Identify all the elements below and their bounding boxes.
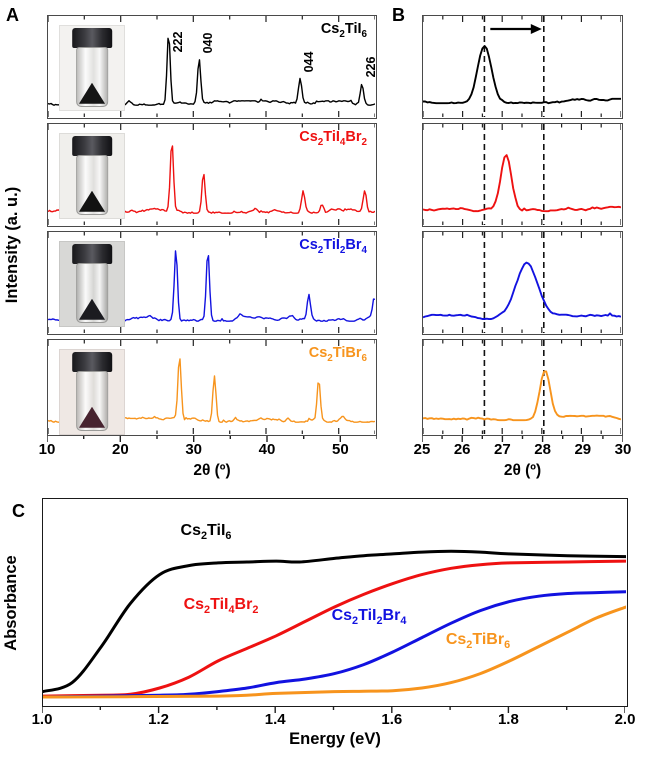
vial-powder bbox=[78, 190, 106, 212]
curve-label-cs2tibr6: Cs2TiBr6 bbox=[445, 630, 511, 652]
series-title-cs2tibr6: Cs2TiBr6 bbox=[308, 345, 367, 364]
panel-c-y-axis-title: Absorbance bbox=[2, 555, 20, 651]
peak-label-226: 226 bbox=[363, 56, 378, 78]
panel-b-tick-label: 26 bbox=[453, 441, 471, 458]
vial-body bbox=[76, 262, 108, 323]
xrd-zoom-trace-cs2tii4br2 bbox=[423, 124, 621, 225]
panel-a-label: A bbox=[6, 5, 19, 25]
absorbance-curve-cs2tii4br2 bbox=[43, 559, 626, 698]
vial-powder bbox=[78, 298, 106, 320]
vial-cap bbox=[72, 28, 112, 49]
vial-body bbox=[76, 46, 108, 107]
vial-powder bbox=[78, 406, 106, 428]
panel-c-tick-label: 1.6 bbox=[381, 711, 403, 728]
vial-powder bbox=[78, 82, 106, 104]
curve-label-cs2tii6: Cs2TiI6 bbox=[180, 521, 232, 543]
absorbance-curves bbox=[43, 549, 626, 699]
series-title-cs2tii2br4: Cs2TiI2Br4 bbox=[299, 237, 367, 256]
panel-b-label: B bbox=[392, 5, 405, 25]
vial-cap bbox=[72, 136, 112, 157]
panel-a-tick-label: 10 bbox=[38, 441, 56, 458]
vial-cap bbox=[72, 352, 112, 373]
panel-b-axis-ticks bbox=[422, 436, 623, 442]
absorbance-curve-cs2tibr6 bbox=[43, 605, 626, 699]
absorbance-curve-cs2tii6 bbox=[43, 549, 626, 694]
xrd-plot-cs2tii4br2: Cs2TiI4Br2 bbox=[47, 123, 377, 227]
panel-a-tick-label: 40 bbox=[258, 441, 276, 458]
panel-b-tick-label: 30 bbox=[614, 441, 632, 458]
xrd-zoom-plot-cs2tibr6 bbox=[422, 339, 623, 436]
panel-c-x-axis-title: Energy (eV) bbox=[289, 730, 381, 748]
xrd-zoom-plot-cs2tii2br4 bbox=[422, 231, 623, 335]
absorbance-curve-cs2tii2br4 bbox=[43, 590, 626, 699]
panel-c-tick-label: 2.0 bbox=[614, 711, 636, 728]
peak-label-040: 040 bbox=[201, 32, 216, 54]
panel-c-tick-label: 1.4 bbox=[264, 711, 286, 728]
peak-label-044: 044 bbox=[302, 51, 317, 73]
xrd-zoom-plot-cs2tii4br2 bbox=[422, 123, 623, 227]
panel-b-tick-label: 28 bbox=[534, 441, 551, 458]
xrd-plot-cs2tii2br4: Cs2TiI2Br4 bbox=[47, 231, 377, 335]
vial-body bbox=[76, 154, 108, 215]
panel-a-tick-label: 20 bbox=[111, 441, 129, 458]
xrd-plot-cs2tii6: Cs2TiI6 222 040 044 226 bbox=[47, 15, 378, 119]
series-title-cs2tii6: Cs2TiI6 bbox=[320, 21, 367, 40]
panel-b-tick-label: 29 bbox=[574, 441, 592, 458]
panel-a-tick-label: 30 bbox=[185, 441, 202, 458]
vial-photo-cs2tibr6 bbox=[59, 349, 125, 435]
xrd-zoom-plot-cs2tii6 bbox=[422, 15, 623, 119]
panel-a-x-axis-title: 2θ (º) bbox=[193, 462, 231, 479]
panel-b-tick-label: 27 bbox=[494, 441, 511, 458]
panel-a-tick-label: 50 bbox=[331, 441, 349, 458]
panel-c-tick-label: 1.8 bbox=[497, 711, 519, 728]
panel-b-tick-label: 25 bbox=[413, 441, 431, 458]
panel-c-tick-label: 1.2 bbox=[148, 711, 170, 728]
panel-c-axis-ticks bbox=[42, 707, 625, 713]
peak-shift-arrow bbox=[490, 24, 542, 34]
xrd-zoom-trace-cs2tii2br4 bbox=[423, 232, 621, 333]
panel-c-absorbance-plot: Cs2TiI6 Cs2TiI4Br2 Cs2TiI2Br4 Cs2TiBr6 bbox=[42, 498, 628, 707]
peak-label-222: 222 bbox=[170, 31, 185, 53]
vial-body bbox=[76, 370, 108, 431]
vial-photo-cs2tii4br2 bbox=[59, 133, 125, 219]
curve-label-cs2tii4br2: Cs2TiI4Br2 bbox=[183, 595, 259, 617]
panel-b-x-axis-title: 2θ (º) bbox=[503, 462, 542, 479]
vial-cap bbox=[72, 244, 112, 265]
vial-photo-cs2tii6 bbox=[59, 25, 125, 111]
panel-a-y-axis-title: Intensity (a. u.) bbox=[3, 186, 21, 304]
xrd-zoom-trace-cs2tii6 bbox=[423, 16, 621, 117]
panel-c-label: C bbox=[12, 501, 25, 521]
series-title-cs2tii4br2: Cs2TiI4Br2 bbox=[299, 129, 367, 148]
curve-label-cs2tii2br4: Cs2TiI2Br4 bbox=[331, 606, 407, 628]
xrd-zoom-trace-cs2tibr6 bbox=[423, 340, 621, 434]
panel-a-axis-ticks bbox=[47, 436, 377, 442]
panel-c-tick-label: 1.0 bbox=[31, 711, 53, 728]
vial-photo-cs2tii2br4 bbox=[59, 241, 125, 327]
xrd-plot-cs2tibr6: Cs2TiBr6 bbox=[47, 339, 377, 436]
